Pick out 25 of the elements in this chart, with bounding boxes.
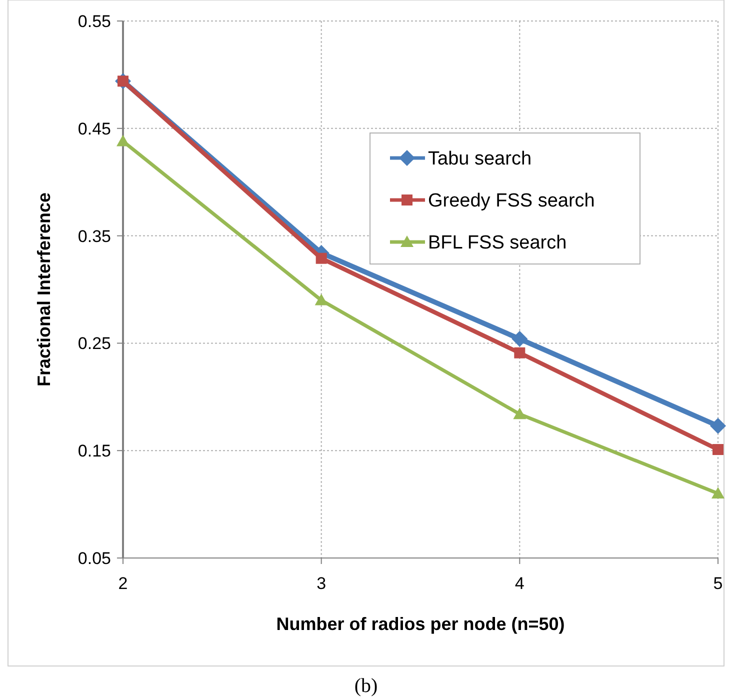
legend-label: Greedy FSS search xyxy=(428,190,595,212)
y-axis-title: Fractional Interference xyxy=(34,192,54,387)
point xyxy=(316,252,327,264)
y-tick-label: 0.45 xyxy=(78,119,111,138)
legend-label: Tabu search xyxy=(428,148,532,170)
point xyxy=(712,444,724,456)
point xyxy=(314,294,328,306)
legend-label: BFL FSS search xyxy=(428,232,567,254)
point xyxy=(712,487,724,499)
point xyxy=(514,347,526,358)
point xyxy=(512,330,528,347)
x-tick-label: 4 xyxy=(514,574,524,593)
y-tick-label: 0.35 xyxy=(78,226,111,246)
point xyxy=(710,418,726,434)
x-tick-label: 2 xyxy=(118,574,128,593)
point xyxy=(513,408,526,420)
point xyxy=(116,134,130,146)
y-tick-label: 0.55 xyxy=(78,12,111,31)
y-tick-label: 0.05 xyxy=(78,548,111,568)
x-tick-label: 5 xyxy=(713,574,723,593)
y-tick-label: 0.15 xyxy=(78,442,111,461)
y-tick-label: 0.25 xyxy=(78,334,111,354)
x-tick-label: 3 xyxy=(316,574,326,593)
x-axis-title: Number of radios per node (n=50) xyxy=(276,614,565,634)
text: (b) xyxy=(354,675,378,697)
